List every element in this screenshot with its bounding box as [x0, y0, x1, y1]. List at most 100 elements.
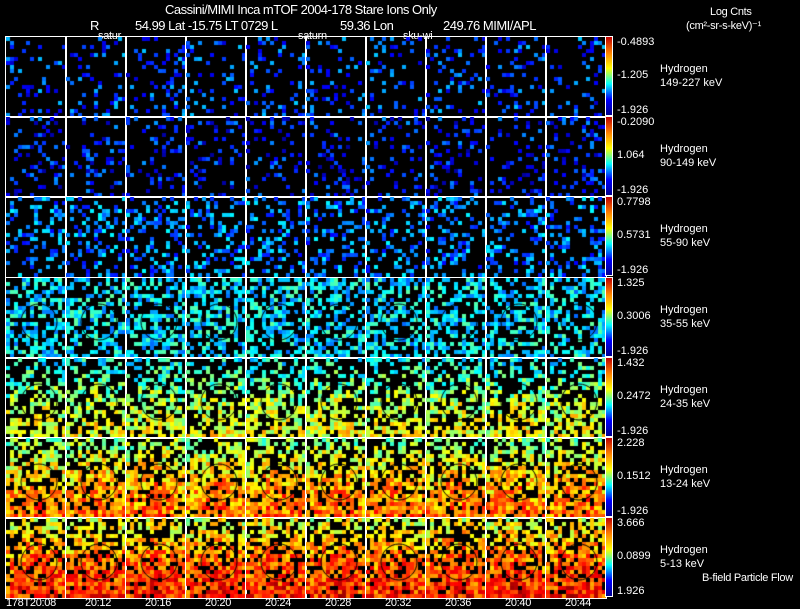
energy-label: 90-149 keV — [660, 157, 717, 169]
image-panel — [485, 36, 547, 118]
image-panel — [245, 357, 307, 439]
colorbar-mid-label: 0.5731 — [617, 229, 651, 241]
image-panel — [5, 517, 67, 599]
species-label: Hydrogen — [660, 143, 708, 155]
colorbar-min-label: 1.926 — [617, 585, 645, 597]
energy-label: 24-35 keV — [660, 398, 711, 410]
image-panel — [245, 116, 307, 198]
colorbar-min-label: -1.926 — [617, 505, 649, 517]
image-panel — [365, 277, 427, 359]
time-tick-label: 20:20 — [205, 597, 232, 609]
image-panel — [305, 196, 367, 278]
energy-label: 55-90 keV — [660, 237, 711, 249]
image-panel — [425, 196, 487, 278]
time-tick-label: 20:12 — [85, 597, 112, 609]
colorbar-mid-label: 0.1512 — [617, 470, 651, 482]
row-label: Hydrogen 90-149 keV — [660, 142, 716, 170]
image-panel — [545, 437, 607, 519]
image-panel — [425, 116, 487, 198]
image-panel — [5, 116, 67, 198]
image-panel — [305, 36, 367, 118]
plot-title: Cassini/MIMI Inca mTOF 2004-178 Stare Io… — [165, 2, 437, 17]
image-panel — [125, 517, 187, 599]
energy-label: 5-13 keV — [660, 558, 705, 570]
image-panel — [185, 36, 247, 118]
image-panel — [245, 196, 307, 278]
colorbar — [605, 36, 613, 116]
lon-label: 59.36 Lon — [340, 18, 394, 33]
time-tick-label: 20:16 — [145, 597, 172, 609]
colorbar-mid-label: 0.2472 — [617, 390, 651, 402]
time-tick-label: 20:28 — [325, 597, 352, 609]
colorbar-min-label: -1.926 — [617, 184, 649, 196]
image-panel — [245, 437, 307, 519]
image-panel — [305, 277, 367, 359]
colorbar-title: Log Cnts — [710, 6, 752, 18]
colorbar-max-label: 1.432 — [617, 357, 645, 369]
image-panel — [5, 196, 67, 278]
image-panel — [545, 36, 607, 118]
image-panel — [5, 437, 67, 519]
image-panel — [545, 196, 607, 278]
image-panel — [65, 277, 127, 359]
colorbar-max-label: 0.7798 — [617, 196, 651, 208]
image-panel — [305, 437, 367, 519]
image-panel — [65, 116, 127, 198]
image-panel — [65, 437, 127, 519]
image-panel — [245, 517, 307, 599]
energy-label: 13-24 keV — [660, 478, 711, 490]
lat-lt-label: 54.99 Lat -15.75 LT 0729 L — [135, 18, 278, 33]
time-tick-label: 20:32 — [385, 597, 412, 609]
energy-label: 149-227 keV — [660, 77, 723, 89]
colorbar — [605, 277, 613, 357]
image-panel — [65, 517, 127, 599]
colorbar-max-label: -0.4893 — [617, 36, 655, 48]
image-panel — [5, 357, 67, 439]
image-panel — [125, 277, 187, 359]
image-panel — [305, 357, 367, 439]
image-panel — [125, 196, 187, 278]
image-panel — [245, 36, 307, 118]
image-panel — [125, 36, 187, 118]
image-panel — [545, 277, 607, 359]
image-panel — [185, 437, 247, 519]
image-panel — [185, 116, 247, 198]
colorbar-mid-label: 1.064 — [617, 149, 645, 161]
colorbar — [605, 517, 613, 597]
image-panel — [365, 357, 427, 439]
colorbar-min-label: -1.926 — [617, 345, 649, 357]
image-panel — [185, 196, 247, 278]
colorbar-min-label: -1.926 — [617, 264, 649, 276]
colorbar-max-label: 2.228 — [617, 437, 645, 449]
mimi-label: 249.76 MIMI/APL — [443, 18, 536, 33]
image-panel — [485, 357, 547, 439]
image-panel — [185, 517, 247, 599]
image-panel — [125, 116, 187, 198]
time-tick-label: 178T20:08 — [6, 597, 56, 609]
time-tick-label: 20:44 — [565, 597, 592, 609]
colorbar-mid-label: -1.205 — [617, 69, 649, 81]
image-panel — [365, 36, 427, 118]
image-panel — [365, 116, 427, 198]
time-tick-label: 20:40 — [505, 597, 532, 609]
image-panel — [425, 36, 487, 118]
image-panel — [365, 196, 427, 278]
species-label: Hydrogen — [660, 223, 708, 235]
time-tick-label: 20:36 — [445, 597, 472, 609]
image-panel — [485, 116, 547, 198]
species-label: Hydrogen — [660, 384, 708, 396]
colorbar-units: (cm²-sr-s-keV)⁻¹ — [686, 20, 761, 32]
energy-label: 35-55 keV — [660, 318, 711, 330]
image-panel — [5, 36, 67, 118]
image-panel — [245, 277, 307, 359]
image-panel — [305, 517, 367, 599]
image-panel — [545, 116, 607, 198]
image-panel — [185, 277, 247, 359]
species-label: Hydrogen — [660, 464, 708, 476]
image-panel — [485, 437, 547, 519]
image-panel — [65, 196, 127, 278]
row-label: Hydrogen 149-227 keV — [660, 62, 722, 90]
row-label: Hydrogen 5-13 keV — [660, 543, 708, 571]
species-label: Hydrogen — [660, 63, 708, 75]
image-panel — [65, 357, 127, 439]
